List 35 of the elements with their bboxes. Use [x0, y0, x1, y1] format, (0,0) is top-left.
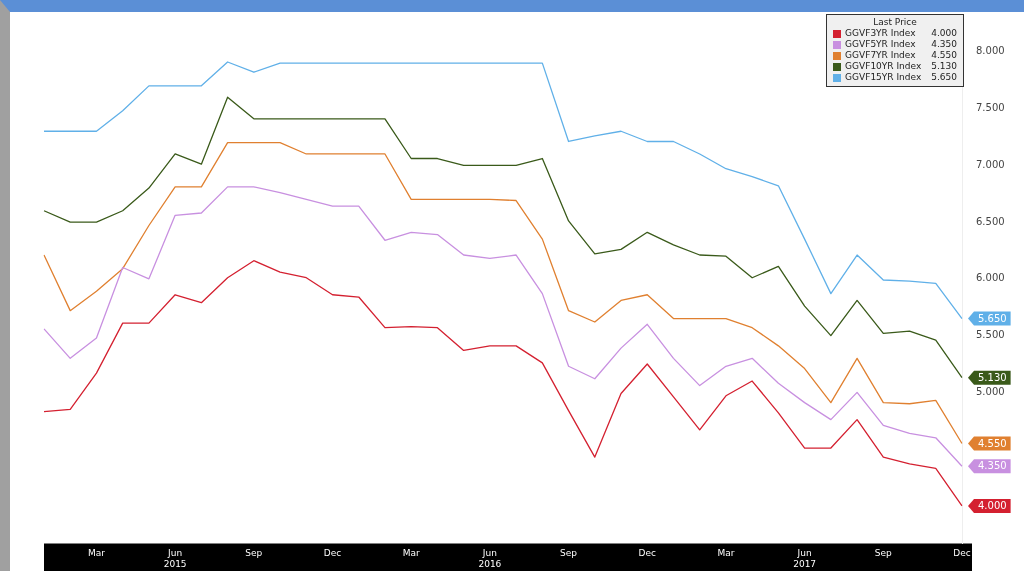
y-tick-label: 7.000: [976, 158, 1005, 170]
y-tick-label: 7.500: [976, 102, 1005, 114]
y-tick-label: 5.500: [976, 329, 1005, 341]
x-tick-label: Sep: [560, 548, 578, 559]
text: 5.130: [931, 61, 957, 71]
x-tick-label: Mar: [402, 548, 420, 559]
x-tick-label: Jun 2017: [793, 548, 817, 569]
text: 5.650: [931, 72, 957, 82]
legend-label: GGVF7YR Index: [845, 50, 916, 61]
legend-label: GGVF5YR Index: [845, 39, 916, 50]
data-label: 4.000: [978, 500, 1007, 512]
data-label: 4.550: [978, 437, 1007, 449]
x-tick-label: Mar: [717, 548, 735, 559]
legend-title: Last Price: [872, 17, 918, 27]
x-tick-label: Dec: [638, 548, 657, 559]
x-tick-label: Jun 2015: [163, 548, 187, 569]
x-tick-label: Dec: [323, 548, 342, 559]
x-tick-label: Sep: [874, 548, 893, 559]
legend-label: GGVF10YR Index: [845, 61, 922, 72]
text: 4.350: [931, 39, 957, 49]
text: 4.550: [931, 50, 957, 60]
y-tick-label: 5.000: [976, 385, 1005, 397]
x-tick-label: Sep: [245, 548, 263, 559]
text: 4.000: [931, 28, 957, 38]
x-tick-label: Mar: [87, 548, 106, 559]
data-label: 5.130: [978, 371, 1007, 383]
data-label: 5.650: [978, 312, 1007, 324]
legend-label: GGVF3YR Index: [845, 28, 916, 39]
legend-label: GGVF15YR Index: [845, 72, 922, 83]
y-tick-label: 8.000: [976, 45, 1005, 57]
y-tick-label: 6.000: [976, 272, 1005, 284]
x-tick-label: Jun 2016: [478, 548, 502, 569]
data-label: 4.350: [978, 460, 1007, 472]
x-tick-label: Dec: [953, 548, 971, 559]
y-tick-label: 6.500: [976, 215, 1005, 227]
